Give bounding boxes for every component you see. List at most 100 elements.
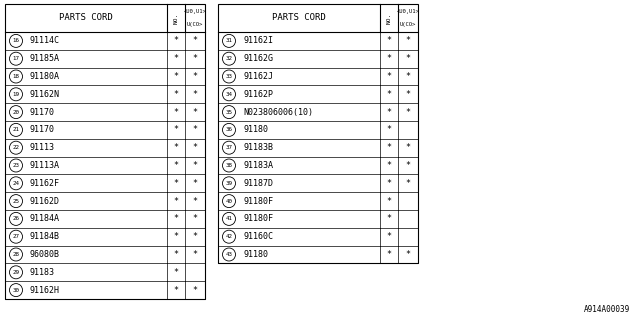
Text: 39: 39 [225, 181, 232, 186]
Text: 42: 42 [225, 234, 232, 239]
Text: *: * [173, 108, 179, 116]
Text: *: * [387, 108, 392, 116]
Text: NO.: NO. [387, 12, 392, 24]
Text: *: * [173, 161, 179, 170]
Text: NO.: NO. [173, 12, 179, 24]
Bar [218, 4, 418, 263]
Text: 41: 41 [225, 216, 232, 221]
Text: 91184B: 91184B [30, 232, 60, 241]
Text: *: * [193, 214, 198, 223]
Text: 36: 36 [225, 127, 232, 132]
Text: *: * [193, 179, 198, 188]
Text: 91162P: 91162P [243, 90, 273, 99]
Text: 91162G: 91162G [243, 54, 273, 63]
Text: 28: 28 [13, 252, 19, 257]
Text: 91180: 91180 [243, 125, 268, 134]
Text: *: * [387, 250, 392, 259]
Text: 19: 19 [13, 92, 19, 97]
Text: *: * [173, 232, 179, 241]
Text: 37: 37 [225, 145, 232, 150]
Text: 91170: 91170 [30, 108, 55, 116]
Text: *: * [193, 90, 198, 99]
Text: *: * [173, 250, 179, 259]
Text: 23: 23 [13, 163, 19, 168]
Text: *: * [387, 214, 392, 223]
Text: 91180F: 91180F [243, 196, 273, 206]
Text: *: * [387, 54, 392, 63]
Text: 91170: 91170 [30, 125, 55, 134]
Text: *: * [387, 143, 392, 152]
Text: *: * [173, 214, 179, 223]
Text: *: * [173, 286, 179, 295]
Text: *: * [387, 72, 392, 81]
Text: *: * [193, 125, 198, 134]
Text: <U0,U1>: <U0,U1> [397, 9, 419, 14]
Text: *: * [193, 143, 198, 152]
Text: 26: 26 [13, 216, 19, 221]
Text: *: * [173, 90, 179, 99]
Text: 91180: 91180 [243, 250, 268, 259]
Text: 91180A: 91180A [30, 72, 60, 81]
Text: *: * [173, 125, 179, 134]
Text: 91113A: 91113A [30, 161, 60, 170]
Text: 91183B: 91183B [243, 143, 273, 152]
Text: 20: 20 [13, 109, 19, 115]
Text: *: * [406, 90, 410, 99]
Text: 18: 18 [13, 74, 19, 79]
Text: *: * [193, 232, 198, 241]
Text: *: * [406, 250, 410, 259]
Text: 35: 35 [225, 109, 232, 115]
Text: 91183: 91183 [30, 268, 55, 277]
Text: 27: 27 [13, 234, 19, 239]
Text: *: * [406, 72, 410, 81]
Text: 91185A: 91185A [30, 54, 60, 63]
Text: 33: 33 [225, 74, 232, 79]
Text: 21: 21 [13, 127, 19, 132]
Text: 30: 30 [13, 288, 19, 292]
Text: 29: 29 [13, 270, 19, 275]
Text: A914A00039: A914A00039 [584, 305, 630, 314]
Text: *: * [387, 161, 392, 170]
Text: *: * [406, 143, 410, 152]
Text: 91162I: 91162I [243, 36, 273, 45]
Text: *: * [193, 54, 198, 63]
Text: 91162F: 91162F [30, 179, 60, 188]
Text: *: * [173, 72, 179, 81]
Text: 17: 17 [13, 56, 19, 61]
Text: 91183A: 91183A [243, 161, 273, 170]
Text: *: * [173, 196, 179, 206]
Text: U(CO>: U(CO> [187, 22, 203, 27]
Text: 22: 22 [13, 145, 19, 150]
Text: 34: 34 [225, 92, 232, 97]
Text: 40: 40 [225, 199, 232, 204]
Text: *: * [193, 108, 198, 116]
Text: *: * [406, 54, 410, 63]
Text: *: * [387, 232, 392, 241]
Text: PARTS CORD: PARTS CORD [272, 13, 326, 22]
Text: U(CO>: U(CO> [400, 22, 416, 27]
Text: 91113: 91113 [30, 143, 55, 152]
Text: *: * [406, 108, 410, 116]
Text: *: * [193, 250, 198, 259]
Text: 96080B: 96080B [30, 250, 60, 259]
Text: *: * [193, 161, 198, 170]
Text: *: * [193, 196, 198, 206]
Text: *: * [193, 286, 198, 295]
Text: *: * [406, 179, 410, 188]
Text: 32: 32 [225, 56, 232, 61]
Text: *: * [406, 161, 410, 170]
Text: 16: 16 [13, 38, 19, 44]
Text: *: * [193, 36, 198, 45]
Text: *: * [173, 143, 179, 152]
Text: 91162J: 91162J [243, 72, 273, 81]
Text: 38: 38 [225, 163, 232, 168]
Text: 91180F: 91180F [243, 214, 273, 223]
Text: 91114C: 91114C [30, 36, 60, 45]
Text: 91162D: 91162D [30, 196, 60, 206]
Text: *: * [173, 268, 179, 277]
Text: *: * [387, 179, 392, 188]
Text: PARTS CORD: PARTS CORD [59, 13, 113, 22]
Text: 31: 31 [225, 38, 232, 44]
Text: 91184A: 91184A [30, 214, 60, 223]
Text: *: * [406, 36, 410, 45]
